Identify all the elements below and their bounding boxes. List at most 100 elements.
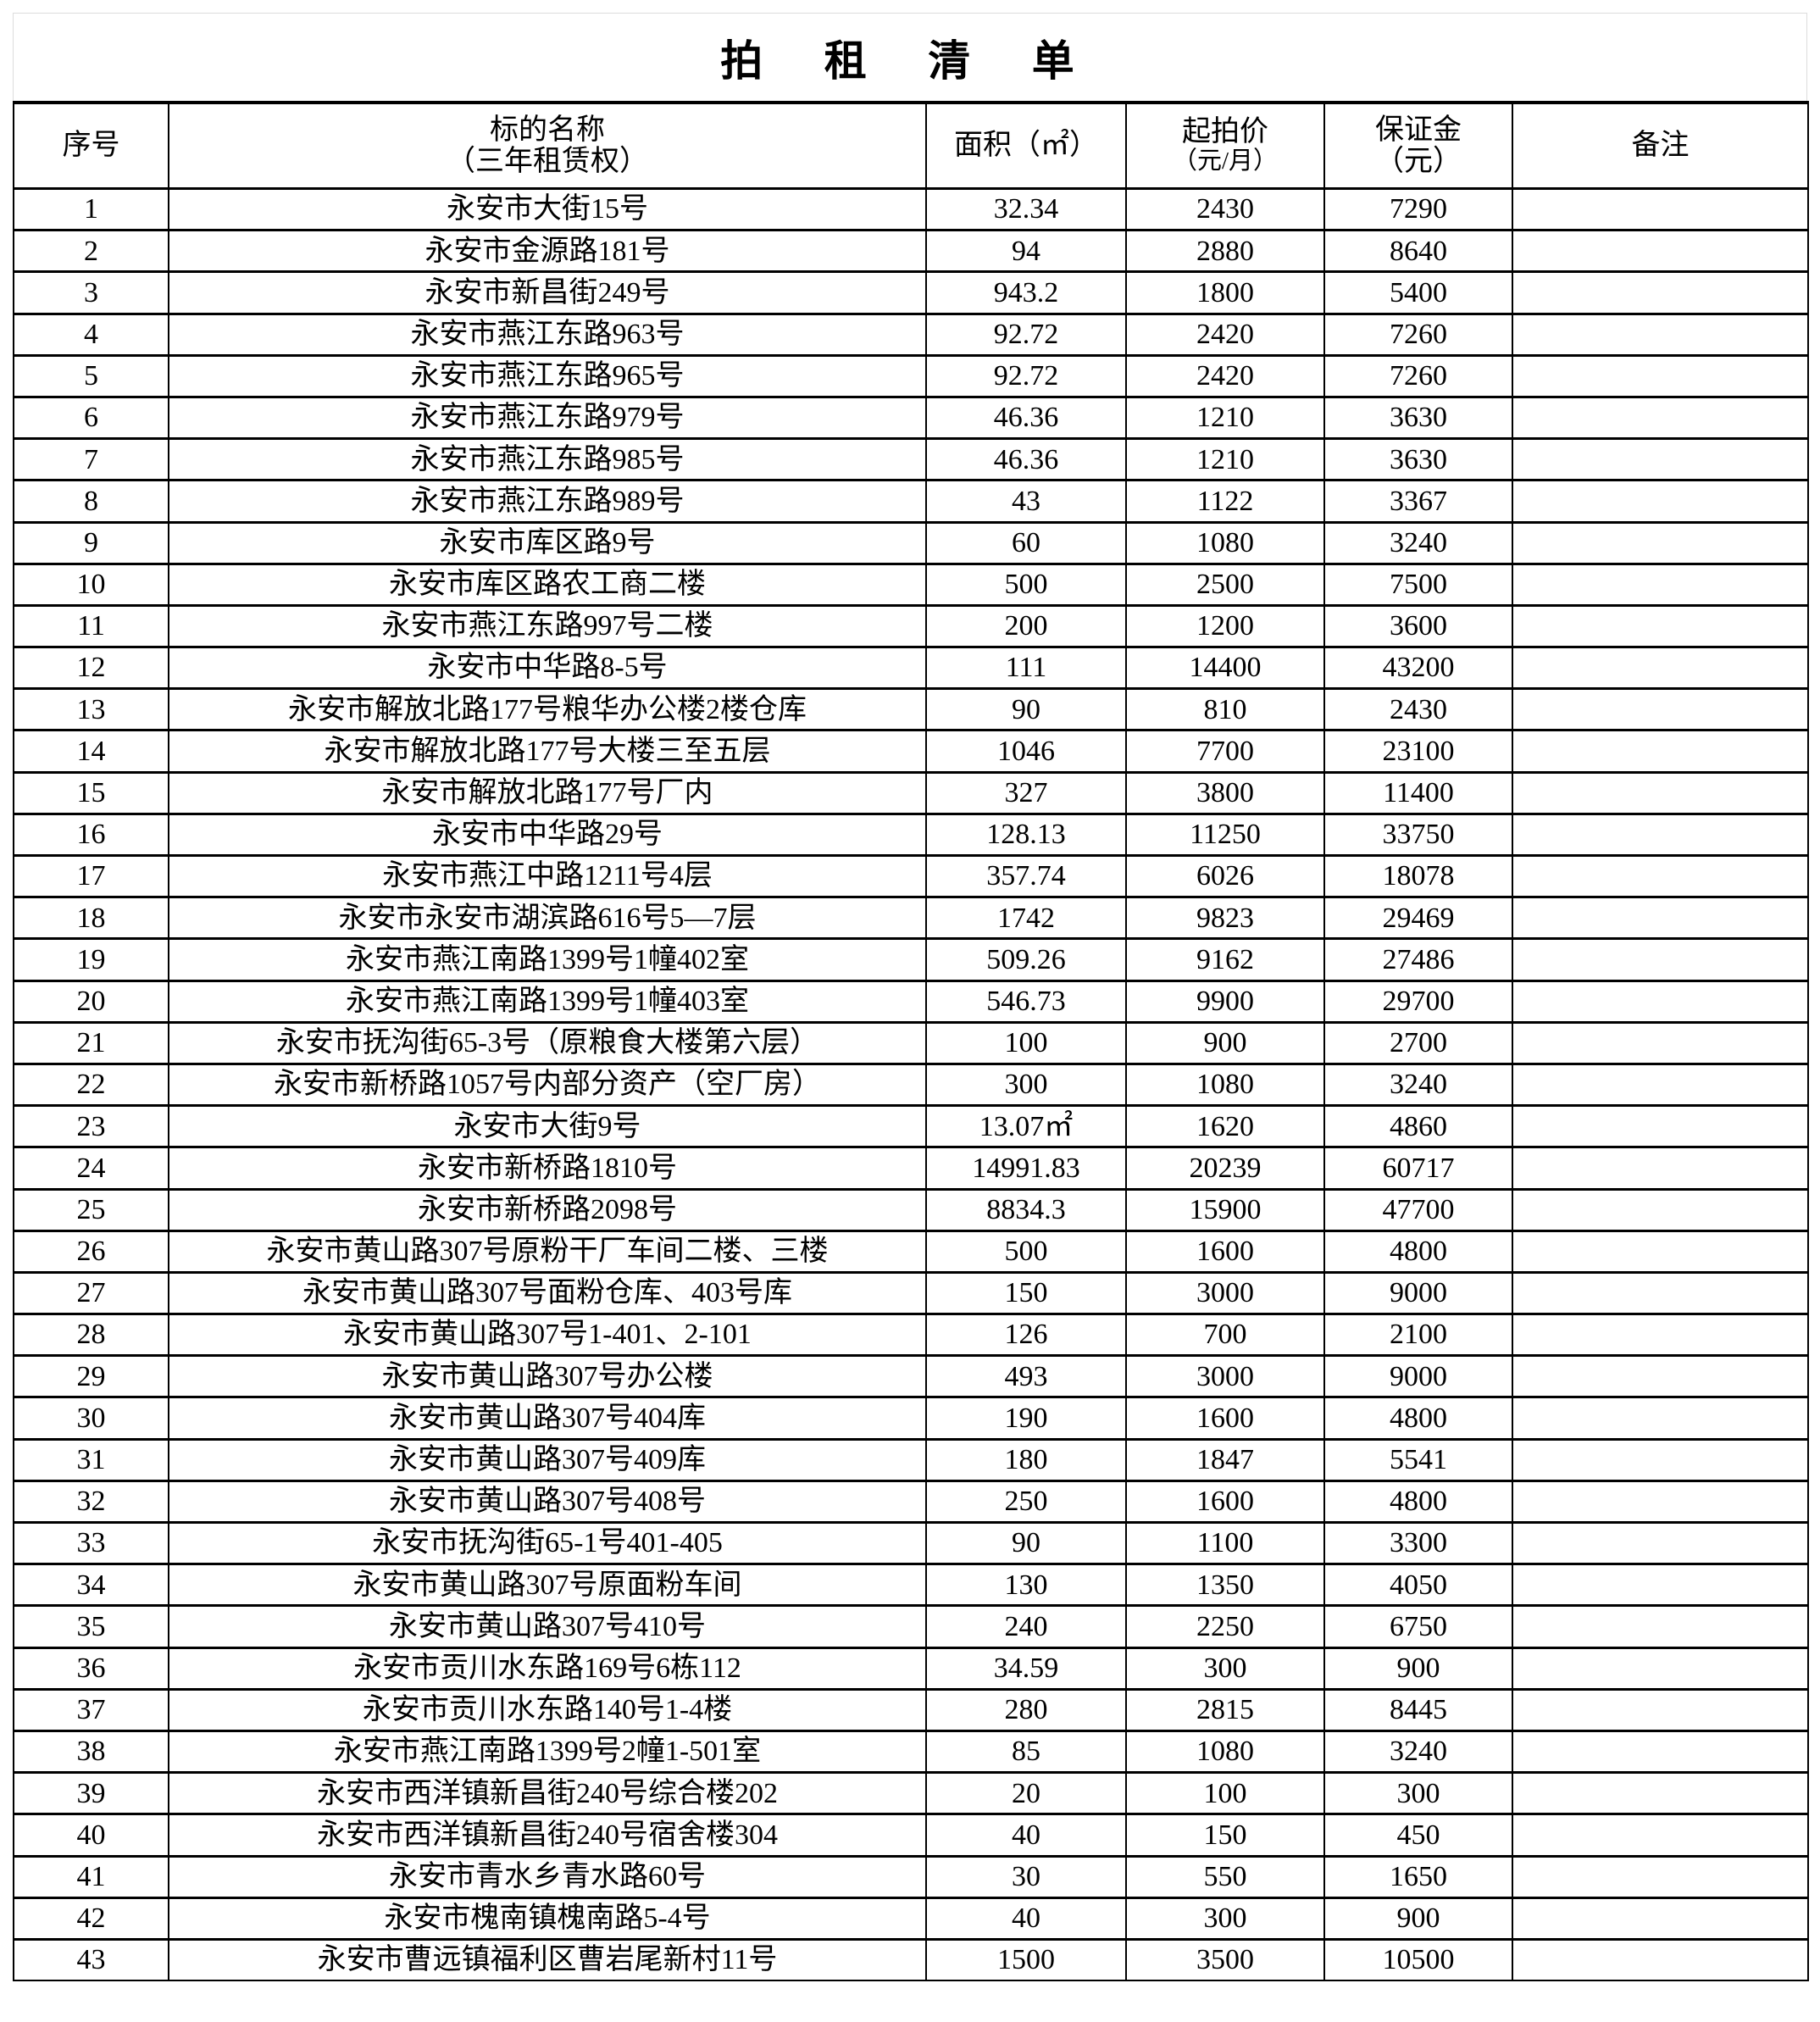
cell-deposit: 3630 <box>1323 437 1513 481</box>
cell-note <box>1512 520 1809 565</box>
cell-name: 永安市黄山路307号404库 <box>168 1396 927 1441</box>
cell-area: 250 <box>925 1480 1127 1524</box>
cell-no: 16 <box>13 813 169 857</box>
cell-no: 30 <box>13 1396 169 1441</box>
cell-deposit: 6750 <box>1323 1604 1513 1649</box>
table-body: 1 永安市大街15号 32.34 2430 7290 2 永安市金源路181号 94 2880 8… <box>13 187 1809 1982</box>
cell-note <box>1512 1146 1809 1191</box>
cell-name: 永安市大街9号 <box>168 1104 927 1148</box>
cell-name: 永安市燕江东路963号 <box>168 313 927 357</box>
header-row: 序号 标的名称 （三年租赁权） 面积（㎡） 起拍价 （元/月） 保证金 （元） 备注 <box>13 102 1809 190</box>
cell-deposit: 47700 <box>1323 1187 1513 1232</box>
cell-price: 700 <box>1125 1313 1325 1357</box>
header-price-sub: （元/月） <box>1172 147 1279 175</box>
cell-name: 永安市抚沟街65-1号401-405 <box>168 1521 927 1565</box>
cell-note <box>1512 1604 1809 1649</box>
cell-price: 1210 <box>1125 396 1325 440</box>
cell-note <box>1512 1230 1809 1274</box>
table-row: 4 永安市燕江东路963号 92.72 2420 7260 <box>13 313 1809 357</box>
cell-name: 永安市黄山路307号1-401、2-101 <box>168 1313 927 1357</box>
table-row: 23 永安市大街9号 13.07㎡ 1620 4860 <box>13 1104 1809 1148</box>
table-row: 9 永安市库区路9号 60 1080 3240 <box>13 520 1809 565</box>
cell-note <box>1512 937 1809 982</box>
cell-no: 3 <box>13 270 169 315</box>
table-row: 8 永安市燕江东路989号 43 1122 3367 <box>13 479 1809 524</box>
cell-no: 23 <box>13 1104 169 1148</box>
header-note: 备注 <box>1512 102 1809 190</box>
cell-deposit: 3240 <box>1323 1730 1513 1774</box>
cell-name: 永安市黄山路307号原粉干厂车间二楼、三楼 <box>168 1230 927 1274</box>
cell-area: 1046 <box>925 729 1127 774</box>
table-row: 16 永安市中华路29号 128.13 11250 33750 <box>13 813 1809 857</box>
cell-price: 3000 <box>1125 1271 1325 1315</box>
cell-no: 11 <box>13 604 169 648</box>
cell-deposit: 3367 <box>1323 479 1513 524</box>
cell-name: 永安市燕江南路1399号1幢403室 <box>168 980 927 1024</box>
cell-area: 240 <box>925 1604 1127 1649</box>
cell-area: 46.36 <box>925 396 1127 440</box>
cell-note <box>1512 1480 1809 1524</box>
cell-name: 永安市曹远镇福利区曹岩尾新村11号 <box>168 1938 927 1982</box>
cell-area: 30 <box>925 1854 1127 1899</box>
cell-price: 100 <box>1125 1771 1325 1815</box>
cell-price: 550 <box>1125 1854 1325 1899</box>
cell-deposit: 4860 <box>1323 1104 1513 1148</box>
cell-deposit: 2700 <box>1323 1021 1513 1065</box>
cell-no: 4 <box>13 313 169 357</box>
cell-note <box>1512 1647 1809 1691</box>
cell-note <box>1512 1063 1809 1107</box>
cell-name: 永安市燕江南路1399号2幢1-501室 <box>168 1730 927 1774</box>
cell-deposit: 3240 <box>1323 520 1513 565</box>
cell-deposit: 4800 <box>1323 1396 1513 1441</box>
table-row: 29 永安市黄山路307号办公楼 493 3000 9000 <box>13 1354 1809 1398</box>
table-row: 39 永安市西洋镇新昌街240号综合楼202 20 100 300 <box>13 1771 1809 1815</box>
cell-price: 1847 <box>1125 1438 1325 1482</box>
cell-no: 34 <box>13 1563 169 1607</box>
cell-name: 永安市中华路8-5号 <box>168 646 927 690</box>
cell-area: 85 <box>925 1730 1127 1774</box>
cell-area: 130 <box>925 1563 1127 1607</box>
cell-deposit: 3630 <box>1323 396 1513 440</box>
header-name-label: 标的名称 <box>490 114 605 146</box>
cell-name: 永安市黄山路307号408号 <box>168 1480 927 1524</box>
cell-area: 280 <box>925 1688 1127 1732</box>
header-deposit-sub: （元） <box>1375 146 1462 177</box>
cell-area: 90 <box>925 1521 1127 1565</box>
table-row: 15 永安市解放北路177号厂内 327 3800 11400 <box>13 771 1809 815</box>
cell-price: 3000 <box>1125 1354 1325 1398</box>
cell-note <box>1512 646 1809 690</box>
table-row: 26 永安市黄山路307号原粉干厂车间二楼、三楼 500 1600 4800 <box>13 1230 1809 1274</box>
cell-name: 永安市燕江东路989号 <box>168 479 927 524</box>
cell-no: 13 <box>13 687 169 731</box>
cell-deposit: 450 <box>1323 1813 1513 1858</box>
cell-note <box>1512 604 1809 648</box>
cell-no: 25 <box>13 1187 169 1232</box>
cell-price: 1600 <box>1125 1230 1325 1274</box>
cell-price: 900 <box>1125 1021 1325 1065</box>
cell-note <box>1512 1271 1809 1315</box>
cell-note <box>1512 313 1809 357</box>
cell-name: 永安市青水乡青水路60号 <box>168 1854 927 1899</box>
cell-area: 943.2 <box>925 270 1127 315</box>
table-row: 2 永安市金源路181号 94 2880 8640 <box>13 229 1809 273</box>
cell-no: 19 <box>13 937 169 982</box>
cell-no: 2 <box>13 229 169 273</box>
cell-no: 17 <box>13 854 169 898</box>
cell-name: 永安市燕江南路1399号1幢402室 <box>168 937 927 982</box>
cell-name: 永安市燕江中路1211号4层 <box>168 854 927 898</box>
table-row: 43 永安市曹远镇福利区曹岩尾新村11号 1500 3500 10500 <box>13 1938 1809 1982</box>
cell-no: 31 <box>13 1438 169 1482</box>
cell-area: 180 <box>925 1438 1127 1482</box>
cell-name: 永安市永安市湖滨路616号5—7层 <box>168 896 927 940</box>
table-row: 34 永安市黄山路307号原面粉车间 130 1350 4050 <box>13 1563 1809 1607</box>
cell-area: 126 <box>925 1313 1127 1357</box>
cell-name: 永安市金源路181号 <box>168 229 927 273</box>
table-row: 32 永安市黄山路307号408号 250 1600 4800 <box>13 1480 1809 1524</box>
cell-price: 2815 <box>1125 1688 1325 1732</box>
cell-note <box>1512 1521 1809 1565</box>
header-price-label: 起拍价 <box>1182 116 1268 148</box>
cell-name: 永安市贡川水东路169号6栋112 <box>168 1647 927 1691</box>
cell-price: 300 <box>1125 1647 1325 1691</box>
table-row: 38 永安市燕江南路1399号2幢1-501室 85 1080 3240 <box>13 1730 1809 1774</box>
table-row: 6 永安市燕江东路979号 46.36 1210 3630 <box>13 396 1809 440</box>
